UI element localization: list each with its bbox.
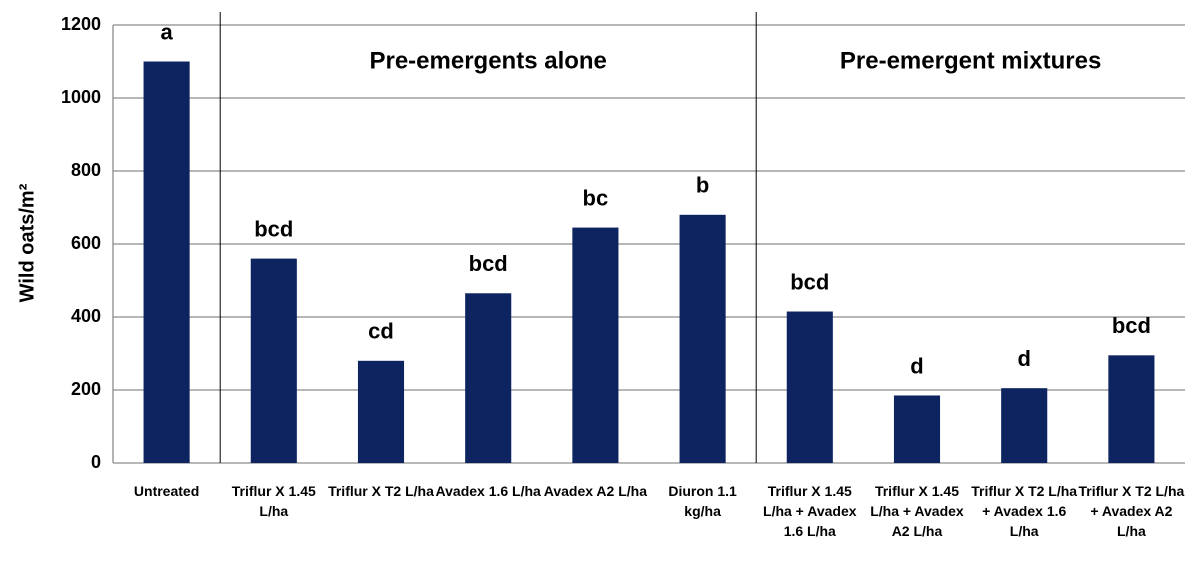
bar	[679, 214, 726, 463]
bar	[143, 61, 190, 463]
y-tick-label: 1200	[61, 14, 101, 34]
significance-letter: d	[910, 353, 923, 378]
y-tick-label: 600	[71, 233, 101, 253]
y-tick-label: 800	[71, 160, 101, 180]
significance-letter: b	[696, 173, 709, 198]
y-tick-label: 200	[71, 379, 101, 399]
bar	[250, 258, 297, 463]
bar	[786, 311, 833, 463]
x-tick-label: Triflur X T2 L/ha	[328, 483, 434, 499]
x-tick-label: Triflur X 1.45 L/ha + Avadex 1.6 L/ha	[763, 483, 857, 539]
bar	[1108, 355, 1155, 463]
bar	[893, 395, 941, 463]
y-axis-label: Wild oats/m²	[16, 183, 38, 302]
y-tick-label: 1000	[61, 87, 101, 107]
bar	[572, 227, 619, 463]
y-tick-label: 0	[91, 452, 101, 472]
x-tick-label: Triflur X 1.45 L/ha	[231, 483, 316, 519]
bar	[1001, 388, 1048, 463]
x-tick-label: Diuron 1.1 kg/ha	[668, 483, 737, 519]
x-tick-label: Triflur X T2 L/ha + Avadex 1.6 L/ha	[971, 483, 1078, 539]
x-tick-label: Untreated	[133, 483, 200, 499]
significance-letter: cd	[368, 319, 394, 344]
significance-letter: a	[160, 19, 173, 44]
significance-letter: bc	[583, 185, 609, 210]
x-tick-label: Avadex 1.6 L/ha	[435, 483, 541, 499]
significance-letter: d	[1017, 346, 1030, 371]
x-tick-label: Triflur X 1.45 L/ha + Avadex A2 L/ha	[870, 483, 964, 539]
x-tick-label: Avadex A2 L/ha	[543, 483, 647, 499]
group-label: Pre-emergents alone	[369, 47, 606, 74]
x-tick-label: Triflur X T2 L/ha + Avadex A2 L/ha	[1078, 483, 1185, 539]
group-label: Pre-emergent mixtures	[840, 47, 1101, 74]
significance-letter: bcd	[1112, 313, 1151, 338]
bar	[357, 360, 405, 463]
significance-letter: bcd	[469, 251, 508, 276]
significance-letter: bcd	[790, 269, 829, 294]
y-tick-label: 400	[71, 306, 101, 326]
bar	[465, 293, 512, 463]
significance-letter: bcd	[254, 216, 293, 241]
